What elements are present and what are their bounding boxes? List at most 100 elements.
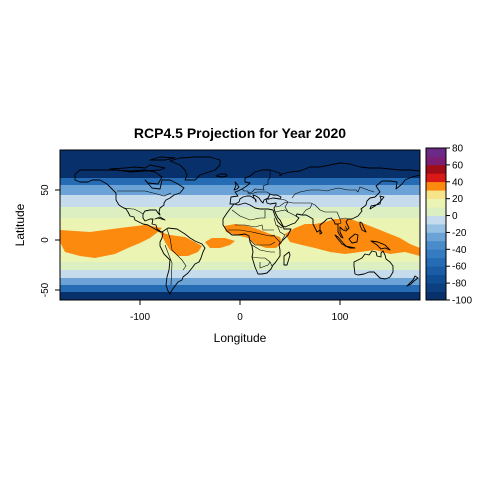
coastline-3 xyxy=(229,162,420,239)
country-border-24 xyxy=(273,217,283,229)
country-border-4 xyxy=(231,209,266,221)
x-axis-label: Longitude xyxy=(214,331,267,345)
country-border-14 xyxy=(279,198,316,206)
country-border-20 xyxy=(336,211,342,225)
colorbar-bin-15 xyxy=(426,164,446,174)
coastline-6 xyxy=(233,181,240,191)
plot-area xyxy=(60,150,420,300)
country-border-15 xyxy=(284,201,289,213)
colorbar-tick-label-3: 20 xyxy=(452,194,464,205)
coastline-13 xyxy=(283,251,291,266)
colorbar-frame xyxy=(425,147,447,301)
field-band-10 xyxy=(60,285,420,292)
colorbar-bin-4 xyxy=(426,257,446,267)
colorbar-tick-label-7: -60 xyxy=(452,262,467,273)
colorbar-bin-9 xyxy=(426,215,446,225)
hot-region-1 xyxy=(160,232,202,256)
field-band-8 xyxy=(60,270,420,278)
field-band-11 xyxy=(60,292,420,300)
hot-region-2 xyxy=(205,238,235,248)
x-tick-label-2: 100 xyxy=(332,312,349,323)
colorbar-tick-label-6: -40 xyxy=(452,245,467,256)
y-tick-label-0: 50 xyxy=(40,184,51,196)
field-band-5 xyxy=(60,218,420,225)
country-border-22 xyxy=(344,225,348,230)
country-border-16 xyxy=(275,201,289,208)
coastline-4 xyxy=(353,250,394,280)
country-border-1 xyxy=(122,207,144,215)
coastline-11 xyxy=(348,233,359,244)
coastline-1 xyxy=(159,227,206,295)
country-border-0 xyxy=(117,190,172,197)
country-border-8 xyxy=(251,244,275,253)
chart-title: RCP4.5 Projection for Year 2020 xyxy=(134,125,346,141)
field-band-7 xyxy=(60,262,420,270)
country-border-2 xyxy=(166,228,187,271)
coastline-19 xyxy=(149,156,176,161)
colorbar-bin-11 xyxy=(426,198,446,208)
coastline-7 xyxy=(215,173,228,178)
colorbar-bin-14 xyxy=(426,173,446,183)
coastline-2 xyxy=(222,202,292,275)
colorbar-bin-2 xyxy=(426,274,446,284)
y-tick-label-1: 0 xyxy=(40,237,51,243)
country-border-23 xyxy=(301,203,313,216)
country-border-25 xyxy=(276,224,286,241)
hot-region-0 xyxy=(60,225,162,258)
colorbar-tick-label-9: -100 xyxy=(452,296,472,307)
colorbar-tick-label-1: 60 xyxy=(452,160,464,171)
colorbar-tick-label-8: -80 xyxy=(452,279,467,290)
country-border-13 xyxy=(267,170,271,181)
country-border-9 xyxy=(251,256,273,267)
field-band-4 xyxy=(60,207,420,218)
colorbar-bin-3 xyxy=(426,266,446,275)
coastline-10 xyxy=(344,245,356,249)
coastline-17 xyxy=(154,216,166,221)
colorbar-bin-1 xyxy=(426,283,446,292)
colorbar-tick-label-4: 0 xyxy=(452,211,458,222)
coastline-5 xyxy=(169,156,221,181)
colorbar-bin-7 xyxy=(426,232,446,242)
country-border-17 xyxy=(274,209,297,217)
coastline-12 xyxy=(370,240,391,251)
country-border-10 xyxy=(259,261,271,269)
colorbar-tick-label-2: 40 xyxy=(452,177,464,188)
coastline-15 xyxy=(319,229,323,235)
y-axis-label: Latitude xyxy=(13,203,27,246)
x-axis: -100 0 100 xyxy=(130,300,349,323)
country-border-12 xyxy=(247,191,271,195)
country-border-7 xyxy=(249,239,276,246)
country-border-19 xyxy=(314,204,337,213)
field-band-3 xyxy=(60,195,420,207)
country-border-21 xyxy=(339,217,349,220)
colorbar-bin-16 xyxy=(426,156,446,166)
field-band-0 xyxy=(60,150,420,178)
colorbar-tick-label-0: 80 xyxy=(452,144,464,155)
colorbar-bin-0 xyxy=(426,291,446,301)
colorbar: 80 60 40 20 0 -20 -40 -60 -80 -100 xyxy=(425,144,472,307)
colorbar-bin-17 xyxy=(426,148,446,157)
field-band-9 xyxy=(60,278,420,285)
colorbar-bin-5 xyxy=(426,249,446,259)
coastline-14 xyxy=(406,275,419,287)
y-axis: 50 0 -50 xyxy=(40,184,60,297)
border-layer xyxy=(117,170,375,286)
field-band-1 xyxy=(60,178,420,185)
colorbar-bin-12 xyxy=(426,190,446,199)
country-border-26 xyxy=(270,235,281,246)
coastline-layer xyxy=(74,156,420,295)
colorbar-bin-6 xyxy=(426,240,446,250)
country-border-3 xyxy=(164,244,173,286)
x-tick-label-0: -100 xyxy=(130,312,150,323)
coastline-8 xyxy=(369,195,385,210)
x-tick-label-1: 0 xyxy=(237,312,243,323)
country-border-18 xyxy=(291,186,375,199)
colorbar-bin-13 xyxy=(426,181,446,191)
country-border-5 xyxy=(235,224,274,231)
colorbar-bin-8 xyxy=(426,224,446,233)
colorbar-bin-10 xyxy=(426,207,446,216)
coastline-16 xyxy=(359,221,367,233)
coastline-18 xyxy=(109,164,166,173)
colorbar-tick-label-5: -20 xyxy=(452,228,467,239)
